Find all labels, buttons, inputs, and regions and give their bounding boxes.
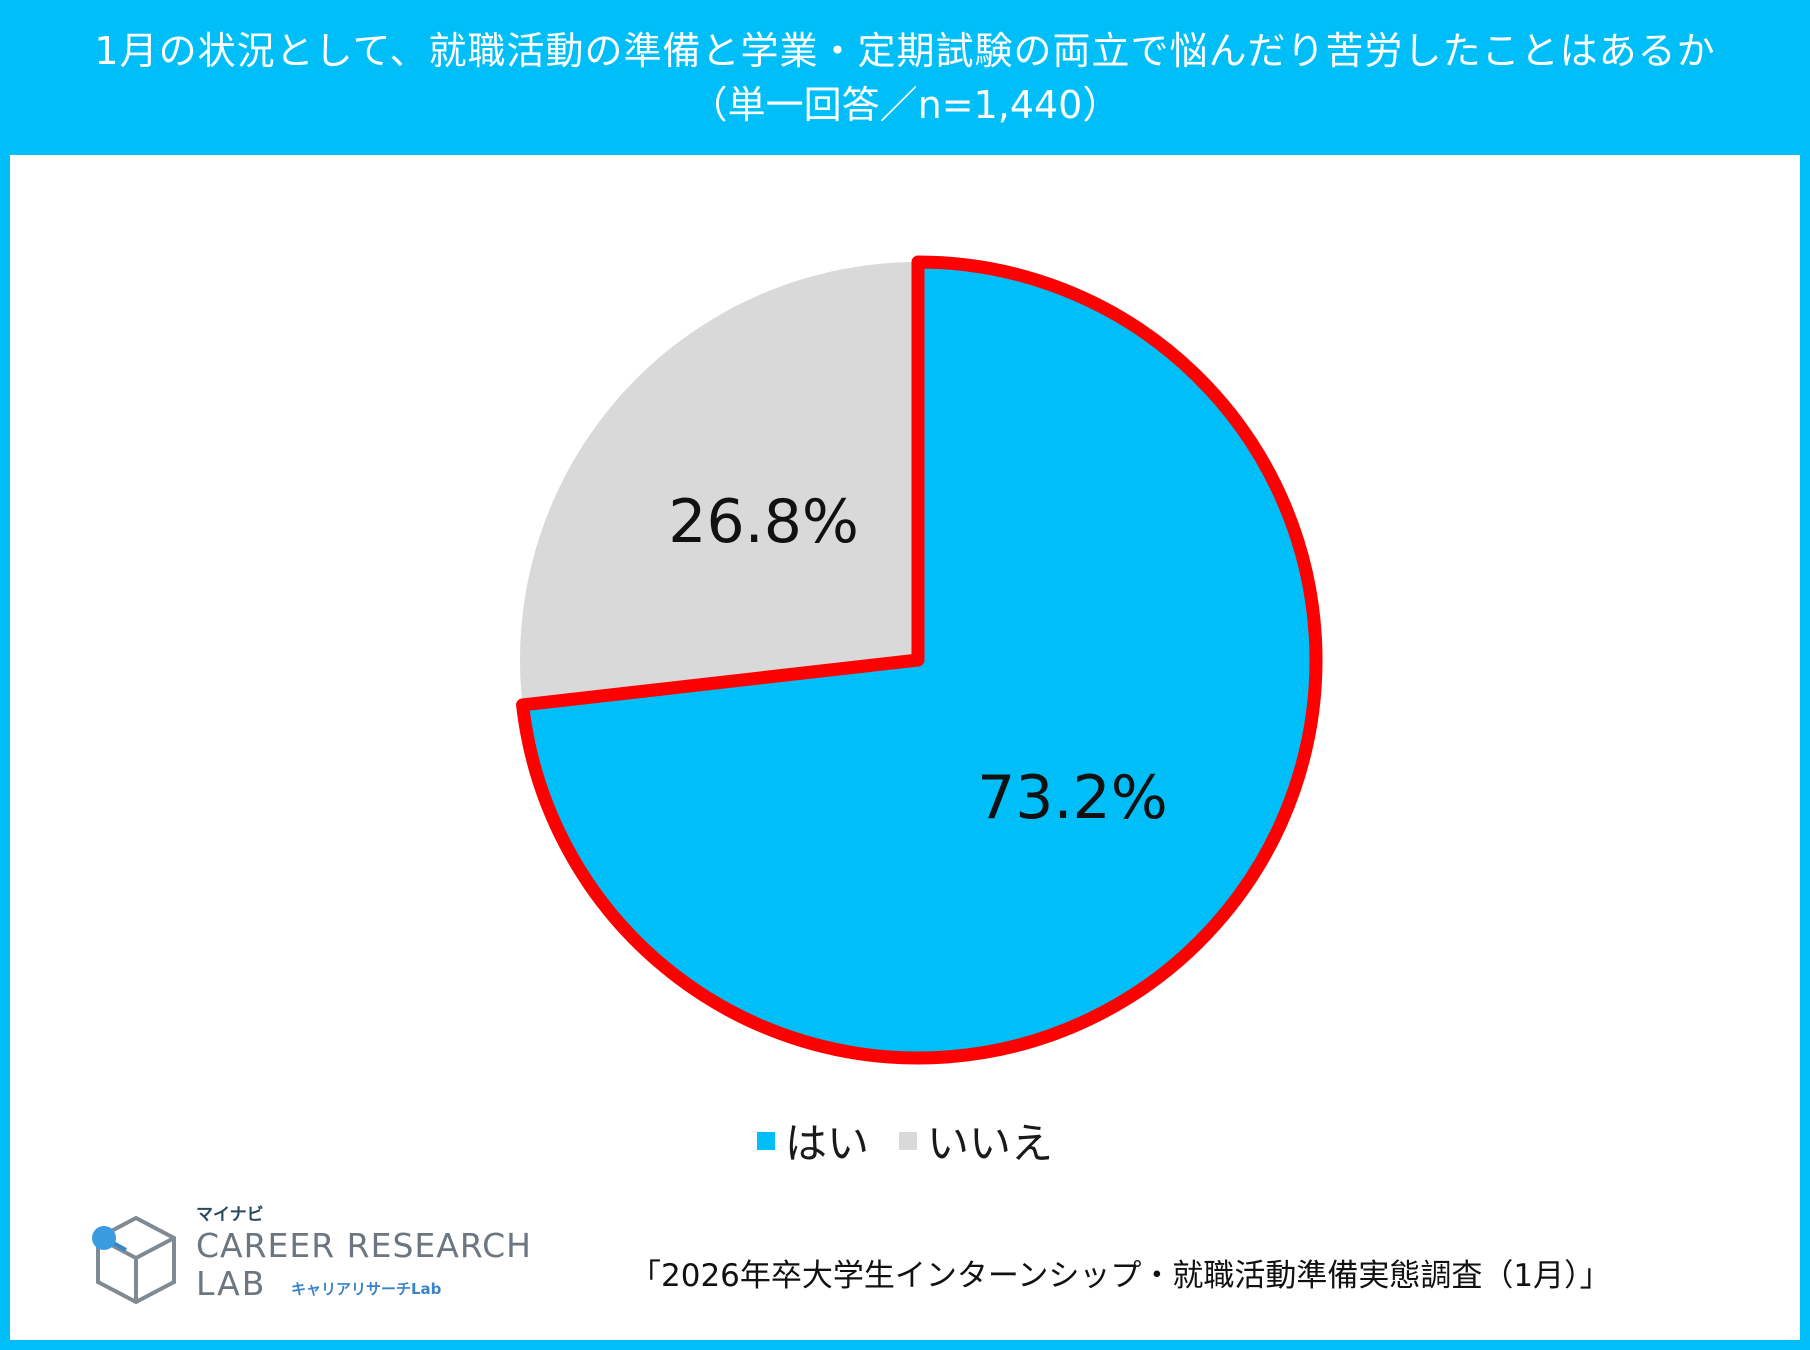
legend-swatch-no — [899, 1131, 917, 1150]
legend-label-no: いいえ — [927, 1119, 1054, 1168]
pie-slices — [516, 255, 1323, 1065]
pie-slice-yes — [516, 255, 1323, 1065]
source-note: 「2026年卒大学生インターンシップ・就職活動準備実態調査（1月）」 — [630, 1258, 1611, 1294]
legend-item-no: いいえ — [899, 1110, 1053, 1171]
logo-maker-text: マイナビ — [196, 1205, 264, 1225]
career-research-lab-logo: マイナビ CAREER RESEARCH LAB キャリアリサーチLab — [86, 1198, 546, 1308]
pie-slice-no — [519, 262, 918, 705]
chart-subtitle: （単一回答／n=1,440） — [689, 82, 1121, 127]
logo-sub-text: キャリアリサーチLab — [291, 1280, 442, 1298]
pie-data-label-no: 26.8% — [668, 487, 859, 557]
legend-swatch-yes — [756, 1131, 775, 1150]
cube-logo-icon — [92, 1215, 176, 1305]
legend-item-yes: はい — [756, 1110, 869, 1171]
chart-header: 1月の状況として、就職活動の準備と学業・定期試験の両立で悩んだり苦労したことはあ… — [0, 0, 1810, 155]
logo-main-text: CAREER RESEARCH — [196, 1226, 532, 1265]
chart-legend: はい いいえ — [0, 1110, 1810, 1171]
legend-label-yes: はい — [784, 1119, 869, 1168]
pie-slice-labels: 73.2% 26.8% — [668, 487, 1167, 833]
logo-lab-text: LAB — [196, 1264, 267, 1303]
pie-data-label-yes: 73.2% — [977, 763, 1168, 833]
chart-title: 1月の状況として、就職活動の準備と学業・定期試験の両立で悩んだり苦労したことはあ… — [94, 28, 1716, 73]
